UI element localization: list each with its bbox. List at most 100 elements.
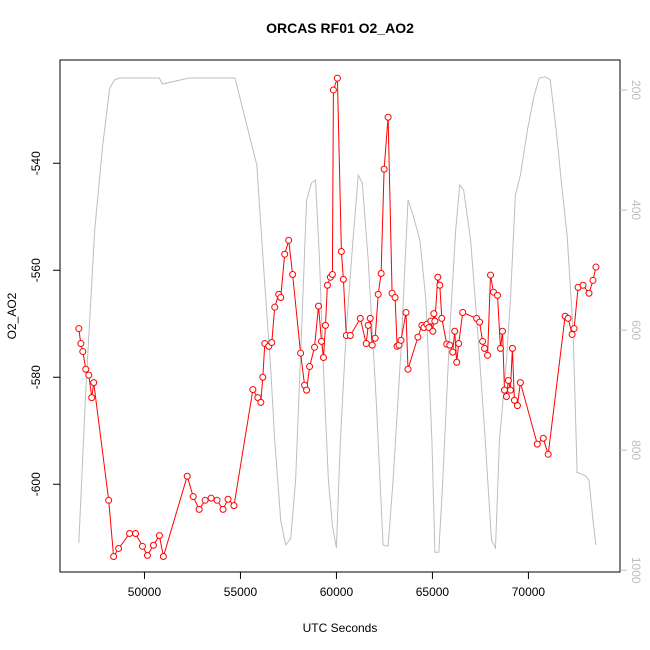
y2-tick-label: 600 xyxy=(629,320,643,340)
point xyxy=(329,86,337,94)
point xyxy=(90,379,98,387)
x-tick-label: 55000 xyxy=(224,585,258,599)
y-tick-label: -560 xyxy=(29,258,43,282)
y2-tick-label: 200 xyxy=(629,80,643,100)
point xyxy=(366,314,374,322)
x-axis-label: UTC Seconds xyxy=(303,621,378,635)
y-tick-label: -580 xyxy=(29,365,43,389)
point xyxy=(306,363,314,371)
point xyxy=(544,450,552,458)
point xyxy=(484,351,492,359)
point xyxy=(213,496,221,504)
point xyxy=(333,74,341,82)
point xyxy=(498,327,506,335)
x-tick-label: 65000 xyxy=(416,585,450,599)
point xyxy=(362,340,370,348)
point xyxy=(297,349,305,357)
point xyxy=(115,544,123,552)
point xyxy=(391,294,399,302)
point xyxy=(271,303,279,311)
point xyxy=(449,348,457,356)
point xyxy=(328,271,336,279)
y-tick-label: -540 xyxy=(29,151,43,175)
point xyxy=(579,281,587,289)
point xyxy=(459,309,467,317)
series-line xyxy=(78,76,597,553)
point xyxy=(254,394,262,402)
point xyxy=(446,341,454,349)
point xyxy=(513,402,521,410)
point xyxy=(404,365,412,373)
point xyxy=(149,541,157,549)
point xyxy=(451,327,459,335)
point xyxy=(82,365,90,373)
y-axis-label: O2_AO2 xyxy=(5,292,19,339)
point xyxy=(337,248,345,256)
point xyxy=(510,396,518,404)
point xyxy=(455,340,463,348)
point xyxy=(564,314,572,322)
point xyxy=(132,529,140,537)
point xyxy=(317,337,325,345)
point xyxy=(249,386,257,394)
point xyxy=(453,358,461,366)
point xyxy=(159,552,167,560)
point xyxy=(319,353,327,361)
point xyxy=(88,394,96,402)
point xyxy=(402,309,410,317)
point xyxy=(487,271,495,279)
x-tick-label: 60000 xyxy=(320,585,354,599)
point xyxy=(126,529,134,537)
point xyxy=(493,291,501,299)
point xyxy=(75,325,83,333)
point xyxy=(533,440,541,448)
point xyxy=(323,281,331,289)
point xyxy=(429,327,437,335)
point xyxy=(434,273,442,281)
point xyxy=(368,341,376,349)
point xyxy=(481,344,489,352)
x-tick-label: 50000 xyxy=(128,585,162,599)
point xyxy=(257,398,265,406)
chart-title: ORCAS RF01 O2_AO2 xyxy=(266,20,414,36)
point xyxy=(281,250,289,258)
point xyxy=(138,542,146,550)
point xyxy=(314,302,322,310)
point xyxy=(183,472,191,480)
y2-tick-label: 1000 xyxy=(629,557,643,584)
point xyxy=(346,332,354,340)
point xyxy=(479,337,487,345)
point xyxy=(589,276,597,284)
point xyxy=(143,551,151,559)
point xyxy=(431,317,439,325)
point xyxy=(189,493,197,501)
point xyxy=(504,376,512,384)
point xyxy=(321,321,329,329)
point xyxy=(85,371,93,379)
point xyxy=(438,314,446,322)
point xyxy=(201,496,209,504)
y-tick-label: -600 xyxy=(29,472,43,496)
point xyxy=(539,434,547,442)
point xyxy=(570,325,578,333)
point xyxy=(430,310,438,318)
point xyxy=(516,379,524,387)
point xyxy=(371,334,379,342)
point xyxy=(224,495,232,503)
point xyxy=(476,318,484,326)
point xyxy=(339,275,347,283)
point xyxy=(79,348,87,356)
point xyxy=(230,502,238,510)
point xyxy=(105,496,113,504)
point xyxy=(285,236,293,244)
point xyxy=(268,338,276,346)
point xyxy=(502,393,510,401)
point xyxy=(377,269,385,277)
point xyxy=(500,386,508,394)
point xyxy=(508,344,516,352)
point xyxy=(110,552,118,560)
point xyxy=(77,340,85,348)
point xyxy=(277,294,285,302)
point xyxy=(207,494,215,502)
